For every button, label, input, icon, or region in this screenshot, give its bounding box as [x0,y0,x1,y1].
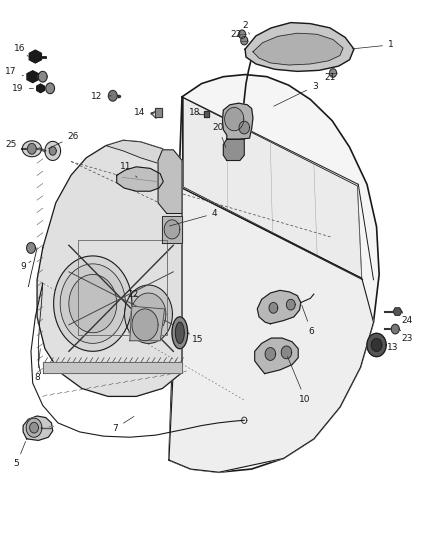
Polygon shape [27,71,39,83]
Polygon shape [257,290,301,324]
Polygon shape [27,243,35,253]
Polygon shape [46,83,54,94]
Text: 6: 6 [302,305,314,336]
Polygon shape [162,216,182,243]
Polygon shape [109,91,117,101]
Polygon shape [69,274,117,333]
Text: 8: 8 [34,349,40,382]
Polygon shape [29,50,41,63]
Text: 16: 16 [14,44,28,56]
Polygon shape [130,306,165,341]
Text: 23: 23 [399,329,413,343]
Polygon shape [269,303,278,313]
Polygon shape [204,111,209,117]
Text: 22: 22 [127,289,138,298]
Polygon shape [158,150,182,214]
Polygon shape [23,416,53,440]
Text: 26: 26 [48,132,79,149]
Text: 25: 25 [5,140,22,149]
Polygon shape [223,103,253,139]
Text: 11: 11 [120,163,137,177]
Polygon shape [239,30,246,38]
Text: 21: 21 [324,73,336,82]
Polygon shape [39,71,47,82]
Polygon shape [169,75,379,472]
Polygon shape [30,422,39,433]
Polygon shape [286,300,295,310]
Polygon shape [164,220,180,239]
Text: 1: 1 [352,41,394,50]
Polygon shape [223,139,244,160]
Polygon shape [26,418,42,437]
Polygon shape [281,346,292,359]
Polygon shape [241,36,248,45]
Polygon shape [176,322,184,343]
Polygon shape [45,141,60,160]
Text: 13: 13 [386,343,398,352]
Text: 18: 18 [189,108,201,117]
Polygon shape [155,109,162,117]
Text: 17: 17 [5,67,24,76]
Polygon shape [225,108,244,131]
Polygon shape [117,167,163,191]
Polygon shape [54,256,132,351]
Polygon shape [392,324,399,334]
Polygon shape [169,188,374,472]
Polygon shape [60,264,125,343]
Polygon shape [132,309,158,341]
Polygon shape [124,285,173,343]
Polygon shape [371,338,382,351]
Polygon shape [37,140,182,397]
Polygon shape [49,147,56,155]
Text: 7: 7 [113,416,134,433]
Polygon shape [265,348,276,360]
Text: 2: 2 [242,21,250,34]
Text: 19: 19 [12,84,33,93]
Polygon shape [253,33,343,65]
Text: 5: 5 [14,441,25,469]
Polygon shape [172,317,187,349]
Polygon shape [254,338,298,374]
Text: 15: 15 [187,333,204,344]
Polygon shape [131,293,166,335]
Polygon shape [106,140,182,177]
Text: 12: 12 [92,92,111,101]
Polygon shape [28,143,36,154]
Text: 20: 20 [212,123,226,147]
Text: 9: 9 [20,261,31,271]
Polygon shape [184,98,362,278]
Polygon shape [329,69,336,77]
Text: 3: 3 [274,82,318,106]
Polygon shape [37,84,44,93]
Polygon shape [393,308,402,315]
Text: 22: 22 [230,30,241,39]
Text: 14: 14 [134,108,153,117]
Polygon shape [22,141,42,157]
Text: 24: 24 [401,312,413,325]
Polygon shape [245,22,354,71]
Text: 4: 4 [170,209,217,226]
Polygon shape [43,362,182,373]
Polygon shape [239,121,250,134]
Polygon shape [367,333,386,357]
Text: 10: 10 [287,357,311,403]
